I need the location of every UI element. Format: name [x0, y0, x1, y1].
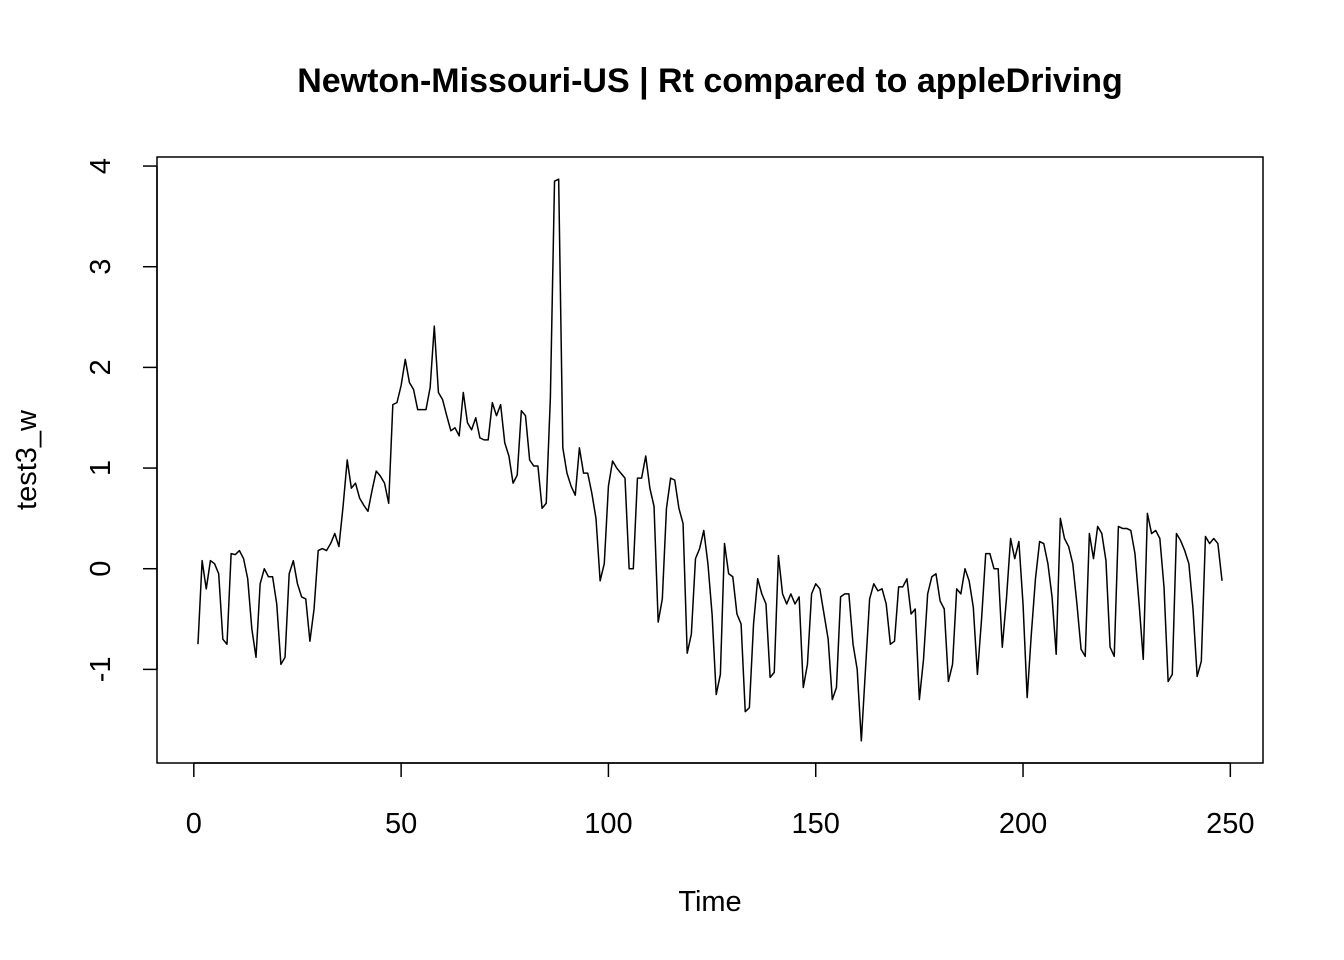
y-tick-label: 2 — [85, 359, 117, 375]
chart-title: Newton-Missouri-US | Rt compared to appl… — [297, 62, 1123, 100]
x-tick-label: 0 — [186, 808, 202, 840]
y-tick-label: -1 — [85, 656, 117, 682]
x-tick-label: 250 — [1206, 808, 1254, 840]
y-tick-label: 1 — [85, 460, 117, 476]
y-tick-label: 4 — [85, 158, 117, 174]
x-axis-label: Time — [678, 886, 741, 918]
y-axis-label: test3_w — [11, 409, 43, 510]
y-tick-label: 3 — [85, 259, 117, 275]
line — [197, 178, 1223, 742]
y-tick-label: 0 — [85, 561, 117, 577]
x-tick-label: 50 — [385, 808, 417, 840]
x-tick-label: 100 — [584, 808, 632, 840]
x-tick-label: 200 — [999, 808, 1047, 840]
plot-box — [156, 156, 1264, 764]
x-tick-label: 150 — [792, 808, 840, 840]
